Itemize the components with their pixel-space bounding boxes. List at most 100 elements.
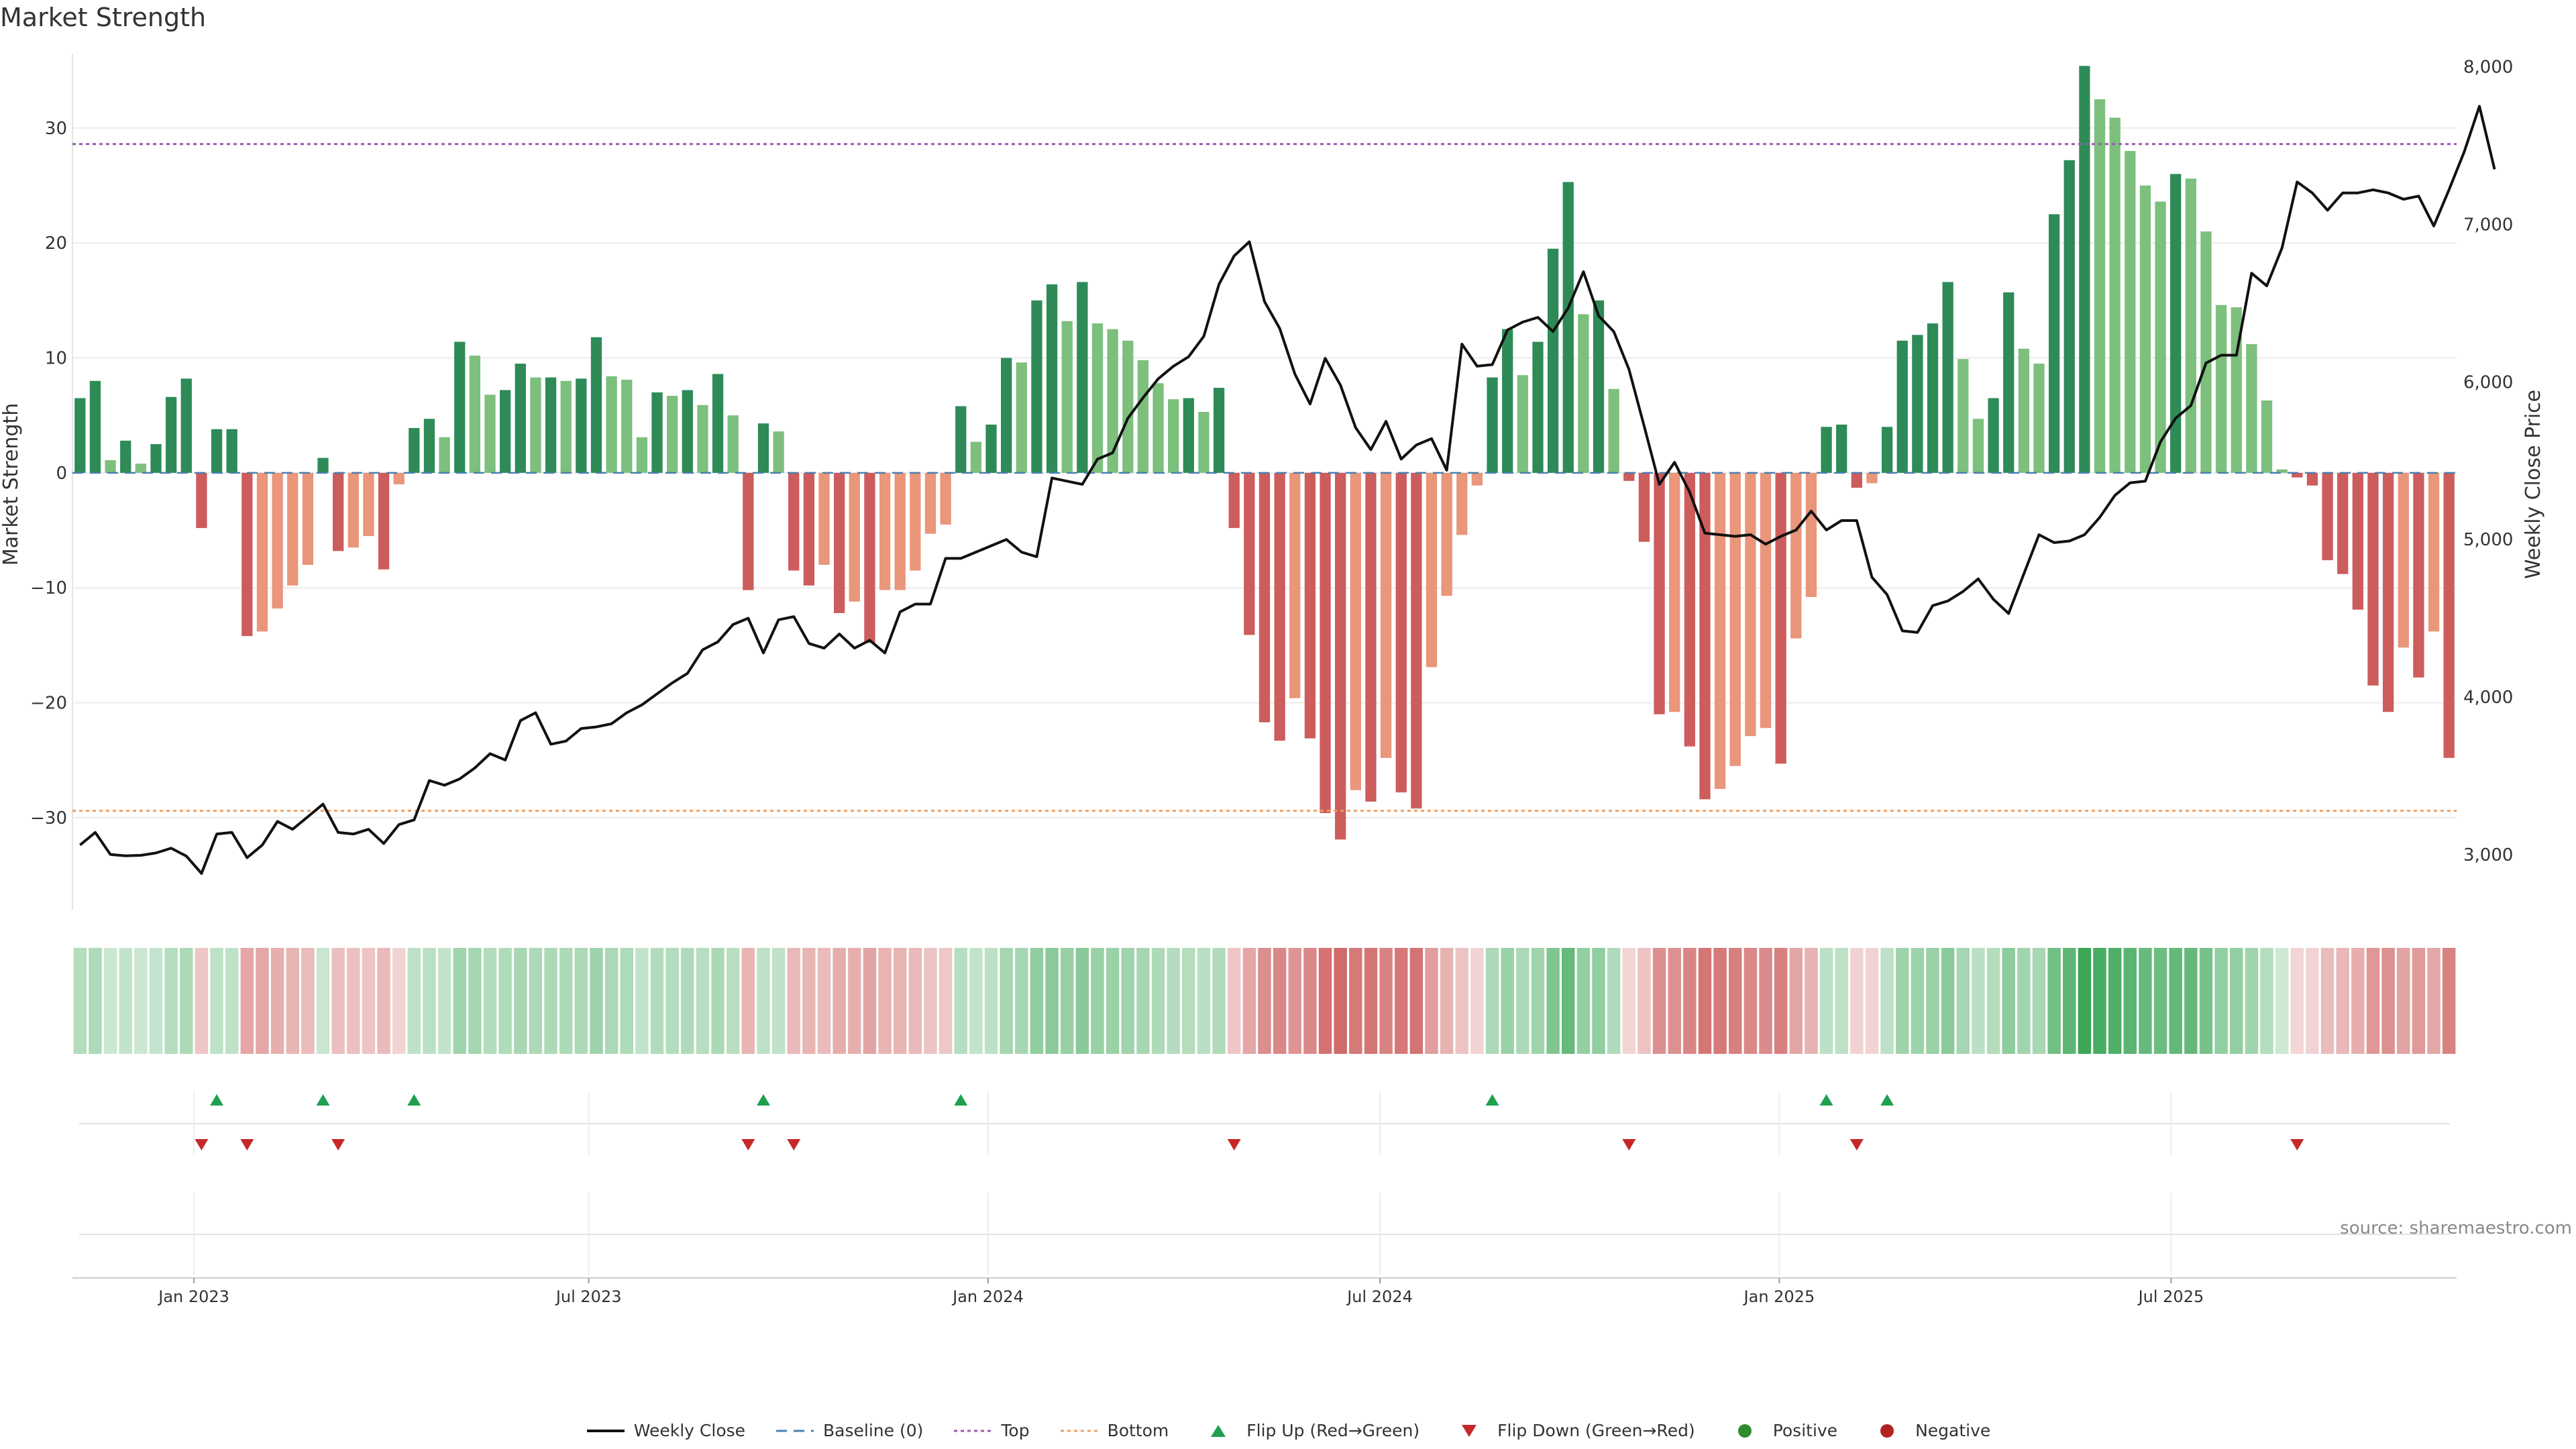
y-tick-label: 0 — [56, 464, 67, 484]
strength-bar — [1714, 472, 1726, 790]
heat-strip-cell — [2139, 948, 2152, 1054]
strength-bar — [682, 390, 693, 473]
strength-bar — [606, 376, 617, 473]
heat-strip-cell — [2306, 948, 2319, 1054]
heat-strip-cell — [1729, 948, 1742, 1054]
strength-bar — [2063, 160, 2075, 473]
strength-bar — [1183, 398, 1194, 473]
strength-bar — [1456, 472, 1468, 535]
heat-strip-cell — [2017, 948, 2031, 1054]
strength-bar — [1745, 472, 1756, 737]
heat-strip-cell — [286, 948, 299, 1054]
strength-bar — [2292, 472, 2303, 478]
legend-item-dot-orange: Bottom — [1059, 1421, 1169, 1440]
strength-bar — [1729, 472, 1741, 766]
heat-strip-cell — [1455, 948, 1469, 1054]
heat-strip-cell — [1592, 948, 1605, 1054]
heat-strip-cell — [1075, 948, 1089, 1054]
strength-bar — [2306, 472, 2318, 486]
strength-bar — [1395, 472, 1407, 793]
strength-bar — [2246, 343, 2257, 473]
chart-title: Market Strength — [0, 3, 207, 32]
strength-bar — [1046, 284, 1058, 473]
y2-axis-title: Weekly Close Price — [2522, 390, 2545, 579]
heat-strip-cell — [437, 948, 451, 1054]
strength-bar — [1836, 424, 1847, 473]
strength-bar — [1654, 472, 1665, 714]
flip-up-marker — [1880, 1094, 1894, 1106]
strength-bar — [1532, 341, 1544, 473]
y-tick-label: 30 — [45, 119, 67, 139]
heat-strip-cell — [468, 948, 482, 1054]
heat-strip-cell — [1562, 948, 1575, 1054]
heat-strip-cell — [2366, 948, 2380, 1054]
legend-item-tri-down: Flip Down (Green→Red) — [1449, 1421, 1695, 1440]
strength-bar — [469, 356, 481, 473]
strength-bar — [1517, 375, 1528, 473]
strength-bar — [985, 424, 997, 473]
strength-bar — [1927, 323, 1939, 473]
heat-strip-cell — [407, 948, 421, 1054]
strength-bar — [500, 390, 511, 473]
heat-strip-cell — [180, 948, 193, 1054]
strength-bar — [910, 472, 921, 571]
strength-bar — [2398, 472, 2409, 648]
strength-bar — [2200, 231, 2212, 473]
heat-strip-cell — [2093, 948, 2106, 1054]
strength-bar — [1001, 358, 1012, 473]
strength-bar — [272, 472, 283, 609]
heat-strip-cell — [529, 948, 543, 1054]
heat-strip-cell — [1713, 948, 1727, 1054]
strength-bar — [1077, 282, 1088, 473]
heat-strip-cell — [1364, 948, 1378, 1054]
heat-strip-cell — [392, 948, 406, 1054]
heat-strip-cell — [1136, 948, 1150, 1054]
heat-strip-cell — [498, 948, 512, 1054]
heat-strip-cell — [2381, 948, 2395, 1054]
flip-down-marker — [240, 1139, 254, 1150]
heat-strip-cell — [1941, 948, 1955, 1054]
heat-strip-cell — [1485, 948, 1499, 1054]
heat-strip-cell — [2214, 948, 2228, 1054]
heat-strip-cell — [559, 948, 573, 1054]
strength-bar — [1896, 340, 1908, 473]
legend-label: Flip Down (Green→Red) — [1497, 1421, 1695, 1440]
strength-bar — [2079, 66, 2090, 473]
heat-strip-cell — [1789, 948, 1803, 1054]
heat-strip-cell — [2351, 948, 2365, 1054]
legend-item-dot-green: Positive — [1725, 1421, 1837, 1440]
strength-bar — [1228, 472, 1240, 529]
strength-bar — [2215, 305, 2227, 473]
strength-bar — [1061, 321, 1073, 473]
heat-strip-cell — [1774, 948, 1788, 1054]
heat-strip-cell — [73, 948, 87, 1054]
legend-item-line-black: Weekly Close — [586, 1421, 745, 1440]
flip-up-marker — [954, 1094, 968, 1106]
heat-strip-cell — [1835, 948, 1848, 1054]
heat-strip-cell — [2245, 948, 2259, 1054]
heat-strip-cell — [1638, 948, 1651, 1054]
heat-strip-cell — [1805, 948, 1818, 1054]
strength-bar — [1805, 472, 1817, 597]
heat-strip-cell — [969, 948, 983, 1054]
strength-bar — [2155, 201, 2166, 473]
heat-strip-cell — [423, 948, 436, 1054]
strength-bar — [1274, 472, 1285, 741]
heat-strip-cell — [195, 948, 209, 1054]
strength-bar — [1684, 472, 1695, 747]
strength-bar — [2352, 472, 2364, 610]
heat-strip-cell — [2063, 948, 2076, 1054]
strength-bar — [576, 378, 587, 473]
flip-down-marker — [1227, 1139, 1241, 1150]
heat-strip-cell — [833, 948, 846, 1054]
heat-strip-cell — [1015, 948, 1028, 1054]
strength-bar — [196, 472, 207, 529]
strength-bar — [1942, 282, 1953, 473]
y2-tick-label: 8,000 — [2463, 58, 2513, 78]
strength-bar — [2109, 117, 2121, 473]
heat-strip-cell — [574, 948, 588, 1054]
flip-down-marker — [1622, 1139, 1636, 1150]
strength-bar — [1122, 340, 1134, 473]
legend-label: Negative — [1915, 1421, 1991, 1440]
strength-bar — [2185, 178, 2197, 473]
